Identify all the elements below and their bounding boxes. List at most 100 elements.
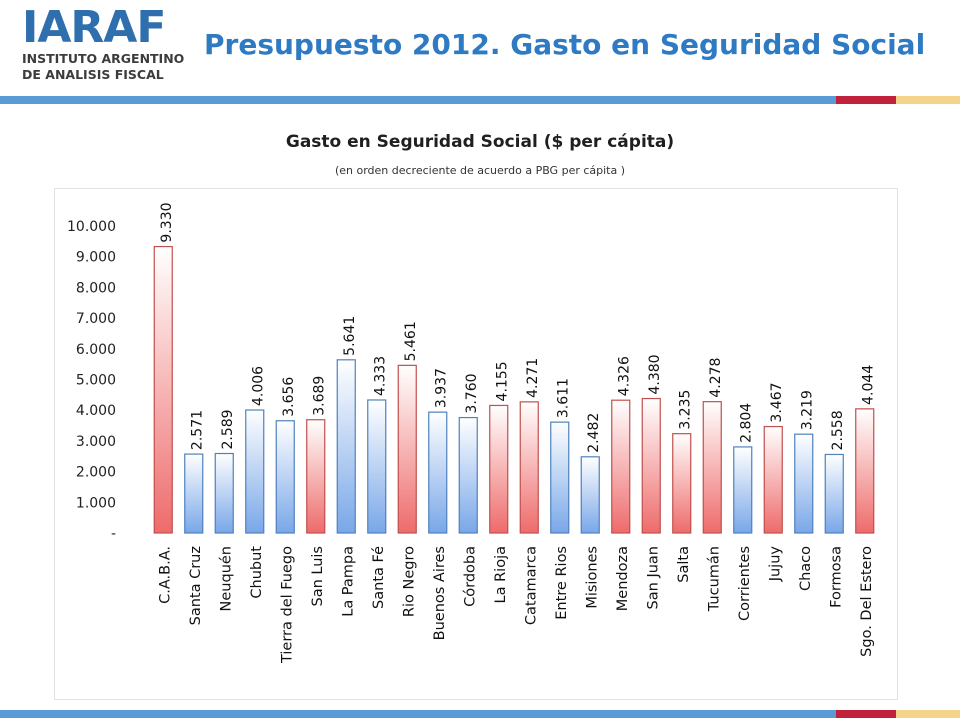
category-label: Santa Cruz — [188, 546, 204, 625]
bar-san-luis — [306, 419, 326, 534]
bar-jujuy — [763, 425, 783, 534]
category-label: Chubut — [249, 546, 265, 599]
bar-la-pampa — [336, 359, 356, 534]
category-labels: C.A.B.A. Santa Cruz Neuquén Chubut Tierra de… — [157, 546, 875, 664]
bar-sgo-del-estero — [855, 408, 875, 534]
bar-buenos-aires — [428, 411, 448, 534]
value-label: 3.760 — [464, 373, 480, 413]
category-label: Corrientes — [737, 546, 753, 621]
logo-line-2: DE ANALISIS FISCAL — [22, 67, 164, 82]
bar-tucum-n — [702, 401, 722, 534]
bar-santa-cruz — [184, 453, 204, 534]
category-label: San Luis — [310, 546, 326, 607]
footer-band — [0, 710, 960, 718]
value-label: 5.461 — [403, 321, 419, 361]
y-tick-label: 9.000 — [76, 250, 116, 266]
bar-salta — [672, 433, 692, 534]
category-label: Neuquén — [218, 546, 234, 611]
y-tick-label: 8.000 — [76, 280, 116, 296]
value-label: 2.482 — [586, 413, 602, 453]
category-label: Rio Negro — [401, 546, 417, 617]
value-label: 3.467 — [769, 382, 785, 422]
category-label: Tierra del Fuego — [279, 546, 295, 664]
category-label: Santa Fé — [371, 546, 387, 609]
chart-title: Gasto en Seguridad Social ($ per cápita) — [285, 132, 675, 152]
value-label: 3.689 — [312, 376, 328, 416]
bar-rio-negro — [397, 364, 417, 534]
value-label: 5.641 — [342, 316, 358, 356]
y-tick-label: 3.000 — [76, 434, 116, 450]
category-label: La Pampa — [340, 546, 356, 617]
y-tick-label: 2.000 — [76, 465, 116, 481]
y-tick-label: 1.000 — [76, 495, 116, 511]
bar-formosa — [824, 453, 844, 534]
header-band-red — [836, 96, 896, 104]
y-tick-label: 5.000 — [76, 373, 116, 389]
bars — [153, 245, 875, 534]
value-label: 4.155 — [495, 361, 511, 401]
category-label: Sgo. Del Estero — [859, 546, 875, 657]
logo-mark: IARAF — [22, 2, 166, 53]
value-label: 3.656 — [281, 377, 297, 417]
value-label: 4.380 — [647, 354, 663, 394]
bar-neuqu-n — [214, 452, 234, 534]
value-label: 4.006 — [251, 366, 267, 406]
category-label: Córdoba — [462, 546, 478, 607]
value-label: 3.937 — [434, 368, 450, 408]
value-label: 4.333 — [373, 356, 389, 396]
category-label: Buenos Aires — [432, 546, 448, 640]
category-label: Misiones — [584, 546, 600, 609]
bar-santa-f- — [367, 399, 387, 534]
footer-band-gold — [896, 710, 960, 718]
page-title: Presupuesto 2012. Gasto en Seguridad Soc… — [204, 28, 926, 61]
category-label: La Rioja — [493, 546, 509, 603]
value-label: 2.589 — [220, 409, 236, 449]
category-label: Formosa — [828, 546, 844, 608]
value-label: 4.271 — [525, 358, 541, 398]
bar-la-rioja — [489, 404, 509, 534]
bar-tierra-del-fuego — [275, 420, 295, 534]
bar-c-a-b-a- — [153, 245, 173, 534]
value-label: 4.278 — [708, 358, 724, 398]
logo: IARAF INSTITUTO ARGENTINO DE ANALISIS FI… — [0, 0, 200, 96]
footer-band-red — [836, 710, 896, 718]
header-band-gold — [896, 96, 960, 104]
y-tick-label: 10.000 — [67, 219, 116, 235]
value-label: 2.804 — [739, 403, 755, 443]
footer-band-blue — [0, 710, 836, 718]
value-label: 3.611 — [556, 378, 572, 418]
category-label: Chaco — [798, 546, 814, 591]
logo-line-1: INSTITUTO ARGENTINO — [22, 51, 185, 66]
chart-subtitle: (en orden decreciente de acuerdo a PBG p… — [334, 164, 626, 177]
category-label: Tucumán — [706, 546, 722, 612]
value-label: 9.330 — [159, 202, 175, 242]
value-labels: 9.330 2.571 2.589 4.006 3.656 3.689 5.641 4.333… — [159, 202, 877, 452]
value-label: 3.219 — [800, 390, 816, 430]
y-tick-label: 4.000 — [76, 403, 116, 419]
category-label: San Juan — [645, 546, 661, 609]
category-label: Mendoza — [615, 546, 631, 611]
y-axis: - 1.000 2.000 3.000 4.000 5.000 6.000 7.000 8.00… — [67, 219, 116, 542]
bar-san-juan — [641, 397, 661, 534]
value-label: 3.235 — [678, 390, 694, 430]
value-label: 2.558 — [830, 410, 846, 450]
bar-c-rdoba — [458, 416, 478, 534]
bar-mendoza — [611, 399, 631, 534]
category-label: Jujuy — [767, 546, 783, 583]
header-band — [0, 96, 960, 104]
y-tick-label: 6.000 — [76, 342, 116, 358]
header-band-blue — [0, 96, 836, 104]
y-tick-label: - — [111, 526, 116, 542]
category-label: Catamarca — [523, 546, 539, 625]
category-label: Salta — [676, 546, 692, 583]
value-label: 4.326 — [617, 356, 633, 396]
bar-corrientes — [733, 446, 753, 534]
bar-misiones — [580, 456, 600, 534]
bar-chubut — [245, 409, 265, 534]
value-label: 2.571 — [190, 410, 206, 450]
bar-catamarca — [519, 401, 539, 534]
bar-entre-rios — [550, 421, 570, 534]
y-tick-label: 7.000 — [76, 311, 116, 327]
category-label: C.A.B.A. — [157, 546, 173, 604]
